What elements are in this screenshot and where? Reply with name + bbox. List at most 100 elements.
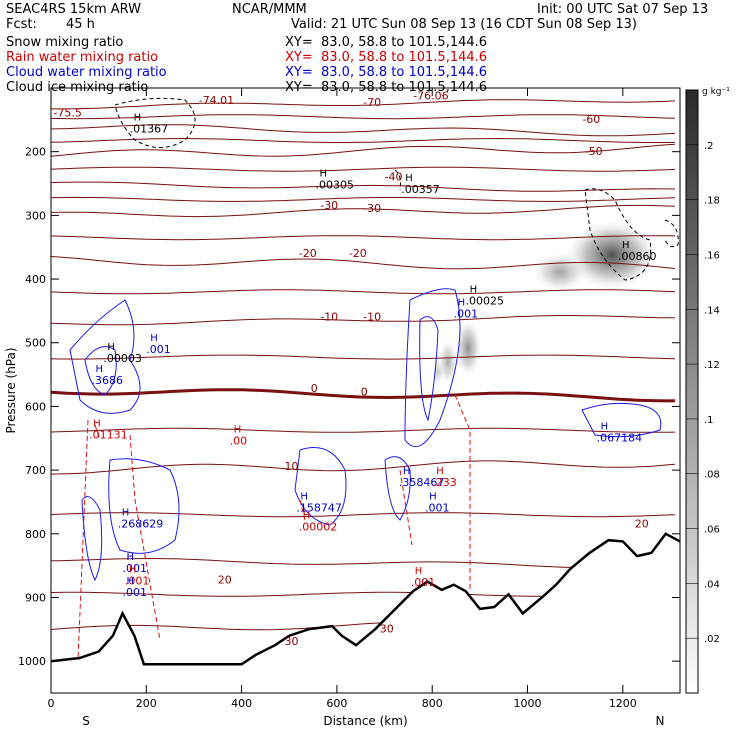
- maximum-value-15: .001: [425, 502, 450, 515]
- maximum-marker-9: H: [93, 418, 101, 429]
- maximum-value-16: .268629: [118, 517, 164, 530]
- field-rain-xy: XY= 83.0, 58.8 to 101.5,144.6: [285, 50, 488, 65]
- y-tick-label-800: 800: [25, 528, 46, 541]
- terrain: [51, 532, 680, 693]
- colorbar-tick-label-0: .02: [704, 634, 720, 645]
- center-name: NCAR/MMM: [232, 2, 307, 17]
- isotherm--40: [51, 181, 676, 192]
- maximum-marker-17: H: [303, 511, 311, 522]
- isotherm--10: [51, 315, 676, 326]
- maximum-marker-21: H: [415, 566, 423, 577]
- x-tick-label-1200: 1200: [609, 697, 637, 710]
- isotherm-label-4: -60: [582, 113, 600, 126]
- cloudwater-contour-5: [384, 456, 411, 521]
- isotherm--70: [51, 99, 676, 110]
- snow-shade-4: [432, 358, 444, 386]
- rainwater-contour-0: [77, 419, 89, 661]
- temperature-isotherms: [51, 99, 676, 631]
- maximum-marker-13: H: [436, 466, 444, 477]
- maximum-value-7: .001: [146, 343, 171, 356]
- plot-frame: [50, 87, 681, 694]
- cloudwater-contour-3: [108, 458, 180, 554]
- isotherm-minor-4: [51, 235, 676, 241]
- isotherm-label-2: -70: [363, 96, 381, 109]
- isotherm-label-12: -10: [363, 310, 381, 323]
- colorbar-tick-label-1: .04: [704, 579, 720, 590]
- y-tick-label-400: 400: [25, 273, 46, 286]
- isotherm--20: [51, 256, 676, 270]
- cloudwater-contour-1: [84, 346, 117, 396]
- isotherm-label-5: -50: [585, 145, 603, 158]
- maximum-value-20: .001: [122, 586, 146, 599]
- maximum-marker-5: H: [458, 297, 466, 308]
- isotherm-minor-1: [51, 137, 676, 143]
- cloudwater-contour-6: [404, 288, 461, 448]
- isotherm-label-15: 10: [284, 460, 298, 473]
- isotherm-label-9: -20: [299, 247, 317, 260]
- field-snow-name: Snow mixing ratio: [6, 35, 124, 50]
- maximum-marker-19: H: [129, 565, 137, 576]
- cloudwater-contour-4: [294, 447, 347, 526]
- cloudwater-contour-2: [81, 496, 103, 582]
- field-snow-xy: XY= 83.0, 58.8 to 101.5,144.6: [285, 35, 488, 50]
- maximum-marker-2: H: [405, 173, 413, 184]
- isotherm-label-10: -20: [349, 247, 367, 260]
- cloudice-contour-1: [394, 169, 401, 191]
- maximum-marker-18: H: [126, 552, 134, 563]
- isotherm-10: [51, 460, 676, 475]
- maximum-value-9: .01131: [89, 428, 128, 441]
- maximum-value-18: .001: [122, 562, 146, 575]
- maximum-value-1: .00305: [315, 179, 354, 192]
- terrain-fill: [51, 533, 680, 693]
- isotherm-label-13: 0: [311, 382, 318, 395]
- rainwater-contour-3: [399, 469, 413, 546]
- rainwater-contour-2: [129, 434, 161, 641]
- maximum-marker-3: H: [622, 240, 630, 251]
- maximum-value-2: .00357: [401, 183, 440, 196]
- cloudice-contour-3: [664, 219, 679, 248]
- colorbar-tick-label-3: .08: [704, 470, 720, 481]
- endpoint-right: N: [656, 714, 665, 728]
- maximum-value-0: .01367: [130, 123, 169, 136]
- colorbar-unit: g kg⁻¹: [702, 87, 730, 97]
- maximum-value-21: .001: [411, 576, 436, 589]
- y-tick-label-600: 600: [25, 400, 46, 413]
- field-rain-name: Rain water mixing ratio: [6, 50, 159, 65]
- field-cloudwater-xy: XY= 83.0, 58.8 to 101.5,144.6: [285, 65, 488, 80]
- isotherm-0: [51, 388, 676, 403]
- field-cloudwater-name: Cloud water mixing ratio: [6, 65, 167, 80]
- colorbar-tick-label-2: .06: [704, 525, 720, 536]
- init-time: Init: 00 UTC Sat 07 Sep 13: [537, 2, 709, 17]
- maximum-value-17: .00002: [299, 521, 338, 534]
- hydrometeor-contours: [69, 97, 679, 661]
- x-tick-label-200: 200: [136, 697, 157, 710]
- y-tick-label-300: 300: [25, 209, 46, 222]
- isotherm-minor-2: [51, 166, 676, 172]
- colorbar-tick-label-9: .2: [704, 141, 714, 152]
- maximum-marker-1: H: [319, 169, 327, 180]
- isotherm--30: [51, 204, 676, 218]
- colorbar-bar: [685, 89, 699, 694]
- x-tick-label-400: 400: [231, 697, 252, 710]
- isotherm-minor-3: [51, 196, 676, 202]
- y-tick-label-200: 200: [25, 146, 46, 159]
- cloudwater-contour-8: [581, 402, 662, 438]
- y-axis-label: Pressure (hPa): [4, 347, 18, 433]
- isotherm-label-14: 0: [361, 386, 368, 399]
- x-tick-label-0: 0: [48, 697, 55, 710]
- terrain-line: [51, 532, 680, 666]
- colorbar-tick-label-5: .12: [704, 360, 720, 371]
- y-tick-label-700: 700: [25, 464, 46, 477]
- maximum-marker-14: H: [300, 492, 308, 503]
- maximum-value-12: .358467: [399, 476, 445, 489]
- cloudwater-contour-7: [419, 316, 439, 422]
- colorbar-tick-label-7: .16: [704, 250, 720, 261]
- isotherm-minor-6: [51, 354, 676, 360]
- isotherm-label-7: -30: [320, 199, 338, 212]
- cloudice-contour-2: [584, 188, 652, 281]
- colorbar-tick-label-8: .18: [704, 196, 720, 207]
- maximum-value-3: .00860: [618, 250, 657, 263]
- isotherm--60: [51, 124, 676, 137]
- isotherm-label-3: -76.06: [413, 89, 448, 102]
- y-tick-label-500: 500: [25, 337, 46, 350]
